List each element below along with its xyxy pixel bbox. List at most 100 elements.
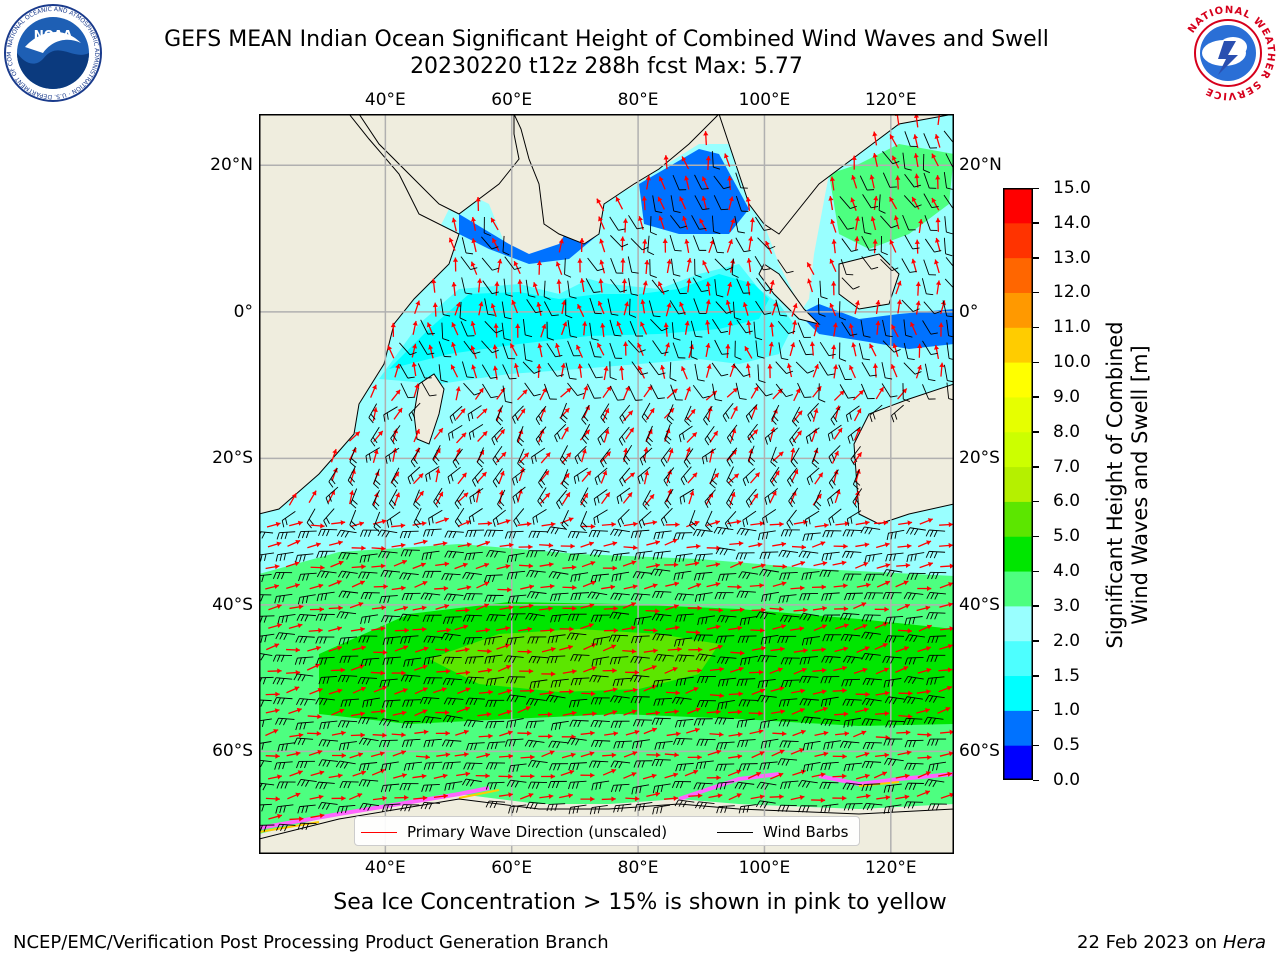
wave-direction-arrow (474, 387, 484, 400)
wind-barb (755, 611, 776, 620)
wind-barb (506, 718, 524, 729)
wave-direction-arrows (265, 114, 954, 822)
wave-direction-arrow (744, 345, 753, 359)
wave-direction-arrow (289, 816, 304, 822)
wave-direction-arrow (352, 770, 367, 777)
wave-direction-arrow (515, 323, 521, 338)
wave-direction-arrow (687, 707, 701, 715)
wind-barb (276, 781, 296, 789)
wave-direction-arrow (513, 363, 520, 378)
wave-direction-arrow (770, 772, 784, 780)
wind-barb (338, 590, 359, 599)
wave-direction-arrow (562, 669, 577, 675)
wave-direction-arrow (541, 646, 556, 653)
wave-direction-arrow (812, 689, 827, 695)
wave-direction-arrow (372, 795, 387, 801)
colorbar-label-line2: Wind Waves and Swell [m] (1128, 345, 1152, 625)
wave-direction-arrow (581, 523, 596, 530)
wind-barb (735, 237, 751, 253)
wind-barb (368, 403, 378, 424)
wave-direction-arrow (596, 342, 605, 356)
wave-direction-arrow (939, 522, 954, 528)
wind-barb (630, 593, 651, 601)
wind-barb (275, 717, 295, 726)
wave-direction-arrow (915, 364, 922, 379)
wave-direction-arrow (498, 470, 505, 485)
wave-direction-arrow (917, 732, 932, 738)
wave-direction-arrow (371, 626, 386, 632)
wave-direction-arrow (520, 773, 535, 779)
colorbar-tick-label: 4.0 (1053, 561, 1081, 582)
wave-direction-arrow (792, 430, 803, 443)
wind-barb (360, 614, 379, 625)
wave-direction-arrow (330, 560, 344, 568)
wave-direction-arrow (555, 261, 563, 275)
wind-barb (399, 530, 419, 539)
wave-direction-arrow (370, 670, 385, 676)
wave-direction-arrow (898, 713, 913, 719)
colorbar-tick-mark (1033, 361, 1039, 364)
wind-barb (926, 591, 946, 600)
wind-barb (926, 676, 945, 686)
wind-barb (631, 739, 650, 749)
wave-direction-arrow (750, 627, 765, 633)
lat-tick-label-left: 0° (233, 301, 253, 322)
wind-barb (349, 446, 357, 468)
wave-direction-arrow (643, 627, 658, 633)
wave-direction-arrow (875, 386, 885, 400)
wave-direction-arrow (917, 771, 931, 779)
wind-barb (806, 467, 820, 486)
wind-barb (807, 402, 819, 422)
wind-barb (550, 720, 569, 731)
wave-line-swatch (361, 831, 397, 833)
wind-barb (771, 404, 780, 425)
colorbar-tick-mark (1033, 640, 1039, 642)
wave-direction-arrow (917, 585, 932, 592)
wind-barb (715, 547, 736, 556)
wave-direction-arrow (373, 649, 388, 656)
wave-direction-arrow (709, 430, 719, 443)
wind-barb (358, 716, 378, 725)
wave-direction-arrow (645, 710, 661, 716)
wind-barb (591, 780, 610, 791)
wave-direction-arrow (329, 540, 343, 546)
wind-barb (645, 425, 653, 446)
wind-barb (738, 804, 757, 814)
wave-direction-arrow (331, 520, 346, 526)
wind-barb (501, 322, 512, 341)
wind-barb (716, 805, 735, 814)
wave-direction-arrow (729, 363, 736, 378)
wave-direction-arrow (940, 563, 954, 569)
wind-barb (444, 550, 464, 559)
colorbar-segment (1003, 466, 1033, 502)
wind-barb (882, 151, 900, 165)
wave-direction-arrow (511, 299, 519, 314)
wind-barb (927, 803, 947, 811)
wave-direction-arrow (475, 603, 490, 611)
wind-barb (652, 804, 671, 815)
wind-barb (903, 592, 924, 600)
wave-direction-arrow (499, 730, 513, 737)
wind-barb (882, 340, 901, 353)
wave-direction-arrow (749, 728, 764, 735)
wind-barb (609, 656, 629, 665)
wave-direction-arrow (706, 581, 721, 588)
wave-direction-arrow (749, 217, 755, 232)
wind-barb (775, 383, 793, 398)
wave-direction-arrow (770, 646, 785, 652)
wave-direction-arrow (539, 793, 554, 799)
wind-barb (764, 488, 778, 505)
wind-barb (747, 445, 756, 466)
wave-direction-arrow (811, 772, 826, 778)
gridlines (259, 114, 954, 854)
wave-direction-arrow (917, 667, 932, 674)
wind-barb (684, 405, 692, 426)
wind-barb (611, 571, 630, 582)
wind-barb (780, 780, 799, 790)
wind-barb (759, 718, 778, 730)
wave-direction-arrow (519, 793, 534, 800)
wind-barb (338, 552, 358, 560)
wave-direction-arrow (938, 685, 953, 693)
wind-barb (567, 530, 588, 539)
wind-barb (483, 216, 491, 237)
